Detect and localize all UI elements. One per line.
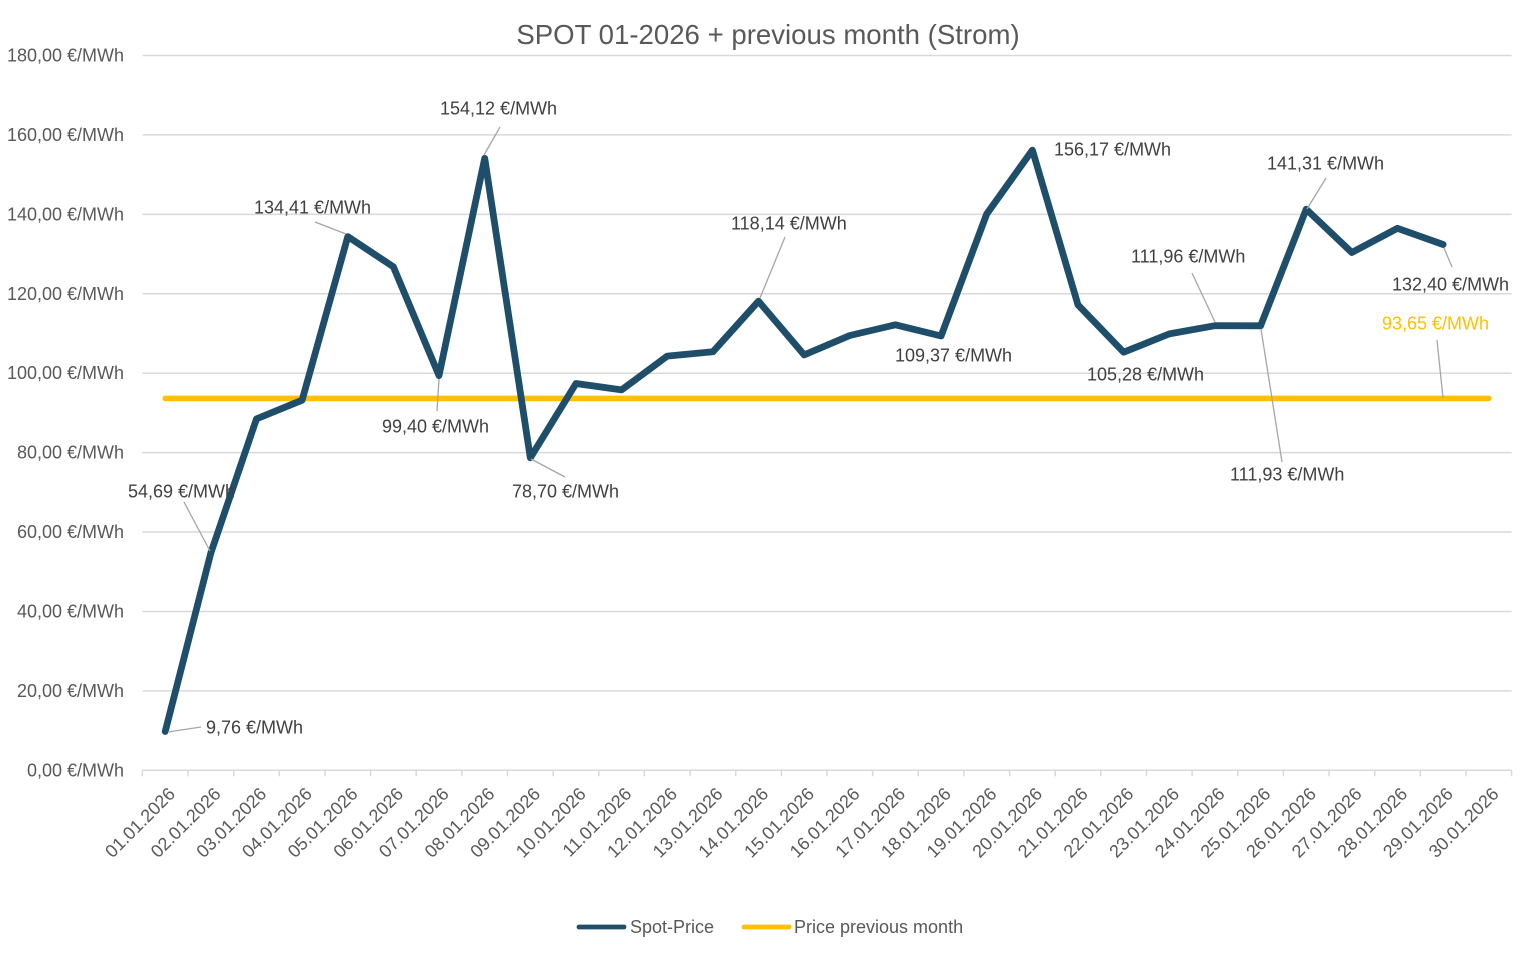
- svg-text:100,00 €/MWh: 100,00 €/MWh: [7, 363, 124, 383]
- svg-text:160,00 €/MWh: 160,00 €/MWh: [7, 125, 124, 145]
- svg-text:SPOT 01-2026 + previous month: SPOT 01-2026 + previous month (Strom): [516, 19, 1019, 50]
- svg-text:60,00 €/MWh: 60,00 €/MWh: [17, 522, 124, 542]
- svg-text:40,00 €/MWh: 40,00 €/MWh: [17, 602, 124, 622]
- svg-text:105,28 €/MWh: 105,28 €/MWh: [1087, 365, 1204, 385]
- svg-text:109,37 €/MWh: 109,37 €/MWh: [895, 346, 1012, 366]
- svg-text:80,00 €/MWh: 80,00 €/MWh: [17, 443, 124, 463]
- svg-text:156,17 €/MWh: 156,17 €/MWh: [1054, 140, 1171, 160]
- svg-text:118,14 €/MWh: 118,14 €/MWh: [731, 214, 847, 234]
- svg-text:180,00 €/MWh: 180,00 €/MWh: [7, 46, 124, 66]
- svg-text:154,12 €/MWh: 154,12 €/MWh: [440, 99, 557, 119]
- svg-text:132,40 €/MWh: 132,40 €/MWh: [1392, 275, 1509, 295]
- svg-text:140,00 €/MWh: 140,00 €/MWh: [7, 204, 124, 224]
- svg-text:Spot-Price: Spot-Price: [630, 917, 714, 937]
- svg-text:0,00 €/MWh: 0,00 €/MWh: [27, 760, 124, 780]
- svg-text:20,00 €/MWh: 20,00 €/MWh: [17, 681, 124, 701]
- svg-text:134,41 €/MWh: 134,41 €/MWh: [254, 198, 371, 218]
- svg-text:Price previous month: Price previous month: [794, 917, 963, 937]
- svg-text:78,70 €/MWh: 78,70 €/MWh: [512, 482, 619, 502]
- svg-text:99,40 €/MWh: 99,40 €/MWh: [382, 417, 489, 437]
- svg-text:54,69 €/MWh: 54,69 €/MWh: [128, 482, 235, 502]
- svg-text:111,96 €/MWh: 111,96 €/MWh: [1131, 247, 1245, 267]
- svg-text:141,31 €/MWh: 141,31 €/MWh: [1267, 154, 1384, 174]
- svg-text:9,76 €/MWh: 9,76 €/MWh: [206, 718, 303, 738]
- svg-text:93,65 €/MWh: 93,65 €/MWh: [1382, 314, 1489, 334]
- svg-text:120,00 €/MWh: 120,00 €/MWh: [7, 284, 124, 304]
- svg-text:111,93 €/MWh: 111,93 €/MWh: [1230, 465, 1344, 485]
